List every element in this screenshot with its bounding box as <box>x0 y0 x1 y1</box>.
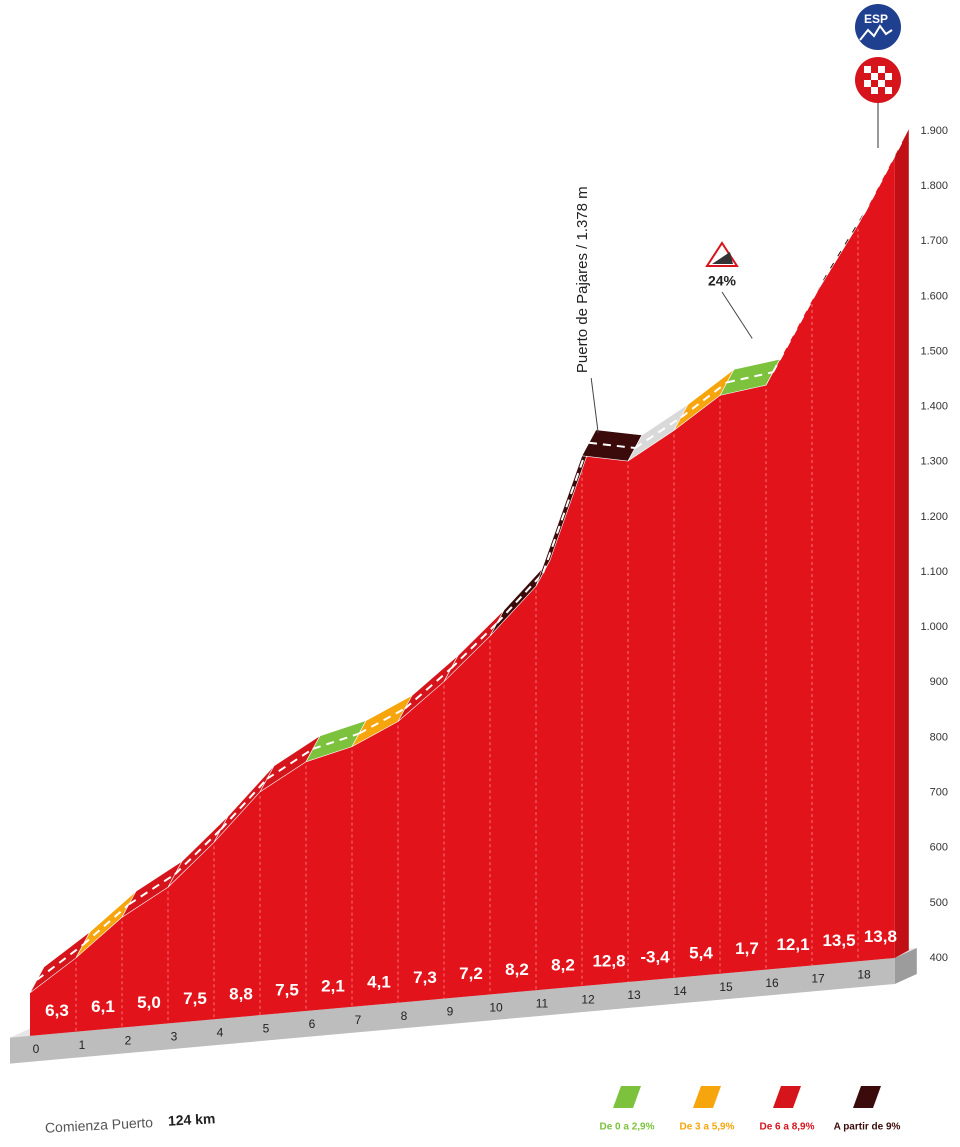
y-tick-label: 1.400 <box>920 401 948 413</box>
x-tick-label: 16 <box>765 976 779 990</box>
annotation: Puerto de Pajares / 1.378 m <box>574 186 591 373</box>
y-tick-label: 1.200 <box>920 511 948 523</box>
start-label: Comienza Puerto <box>45 1114 154 1136</box>
gradient-label: 8,2 <box>551 956 575 975</box>
y-tick-label: 1.800 <box>920 180 948 192</box>
center-dash <box>680 381 728 419</box>
center-dash <box>818 211 866 288</box>
x-tick-label: 18 <box>857 967 871 981</box>
center-dash <box>496 572 544 624</box>
x-tick-label: 0 <box>33 1042 40 1056</box>
x-tick-label: 13 <box>627 988 641 1002</box>
legend-swatch <box>613 1086 641 1108</box>
y-tick-label: 600 <box>930 842 948 854</box>
y-tick-label: 1.100 <box>920 566 948 578</box>
gradient-label: 7,2 <box>459 964 483 983</box>
x-tick-label: 14 <box>673 984 687 998</box>
x-tick-label: 7 <box>355 1013 362 1027</box>
warning-slope <box>712 252 733 264</box>
y-tick-label: 900 <box>930 676 948 688</box>
x-tick-label: 12 <box>581 992 595 1006</box>
center-dash <box>36 944 84 981</box>
legend-swatch <box>773 1086 801 1108</box>
gradient-label: 12,1 <box>776 935 809 954</box>
x-tick-label: 8 <box>401 1009 408 1023</box>
gradient-label: 4,1 <box>367 972 391 991</box>
x-tick-label: 15 <box>719 980 733 994</box>
x-tick-label: 3 <box>171 1030 178 1044</box>
center-dash <box>634 416 682 449</box>
ground-side <box>894 948 917 984</box>
y-tick-label: 500 <box>930 897 948 909</box>
badge-text: ESP <box>864 12 888 26</box>
gradient-label: 8,2 <box>505 960 529 979</box>
legend-swatch <box>853 1086 881 1108</box>
center-dash <box>128 873 176 906</box>
legend-label: A partir de 9% <box>834 1122 901 1133</box>
gradient-label: 5,4 <box>689 943 713 962</box>
badge-icon <box>859 24 893 41</box>
center-dash <box>588 441 636 449</box>
center-dash <box>726 371 774 384</box>
gradient-label: 6,1 <box>91 997 115 1016</box>
annotation-leader <box>721 291 753 339</box>
center-dash <box>82 903 130 946</box>
x-tick-label: 4 <box>217 1025 224 1039</box>
gradient-label: 7,5 <box>275 981 299 1000</box>
y-tick-label: 1.000 <box>920 621 948 633</box>
gradient-label: 6,3 <box>45 1001 69 1020</box>
gradient-label: 7,5 <box>183 989 207 1008</box>
annotation: 24% <box>708 273 737 289</box>
center-dash <box>358 707 406 735</box>
gradient-label: -3,4 <box>640 947 670 966</box>
center-dash <box>772 286 820 373</box>
legend-label: De 3 a 5,9% <box>679 1122 734 1133</box>
start-km: 124 km <box>168 1110 216 1128</box>
profile-area <box>30 154 895 1036</box>
y-tick-label: 1.300 <box>920 456 948 468</box>
badge: ESP <box>855 4 901 50</box>
y-tick-label: 1.900 <box>920 125 948 137</box>
y-tick-label: 1.600 <box>920 290 948 302</box>
legend-swatch <box>693 1086 721 1108</box>
badge-circle <box>855 4 901 50</box>
y-tick-label: 800 <box>930 731 948 743</box>
ground-front <box>10 958 895 1064</box>
center-dash <box>220 778 268 830</box>
y-tick-label: 400 <box>930 952 948 964</box>
y-tick-label: 700 <box>930 787 948 799</box>
center-dash <box>174 828 222 875</box>
x-tick-label: 9 <box>447 1005 454 1019</box>
profile-side <box>894 128 909 958</box>
gradient-label: 13,5 <box>822 931 855 950</box>
y-tick-label: 1.500 <box>920 345 948 357</box>
x-tick-label: 5 <box>263 1021 270 1035</box>
x-tick-label: 17 <box>811 972 825 986</box>
climb-icon <box>705 241 739 267</box>
gradient-label: 2,1 <box>321 976 345 995</box>
center-dash <box>266 747 314 780</box>
y-tick-label: 1.700 <box>920 235 948 247</box>
gradient-label: 13,8 <box>864 927 897 946</box>
center-dash <box>404 667 452 710</box>
x-tick-label: 1 <box>79 1038 86 1052</box>
annotation-leader <box>590 378 599 434</box>
finish-flag <box>855 57 901 148</box>
legend-label: De 6 a 8,9% <box>759 1122 814 1133</box>
gradient-label: 1,7 <box>735 939 759 958</box>
legend-label: De 0 a 2,9% <box>599 1122 654 1133</box>
x-tick-label: 11 <box>536 996 549 1010</box>
gradient-label: 12,8 <box>592 952 625 971</box>
center-dash <box>450 622 498 670</box>
gradient-label: 7,3 <box>413 968 437 987</box>
x-tick-label: 2 <box>125 1034 132 1048</box>
flag-checks <box>864 66 892 94</box>
gradient-label: 5,0 <box>137 993 161 1012</box>
x-tick-label: 6 <box>309 1017 316 1031</box>
x-tick-label: 10 <box>489 1001 503 1015</box>
gradient-label: 8,8 <box>229 985 253 1004</box>
center-dash <box>542 442 590 574</box>
